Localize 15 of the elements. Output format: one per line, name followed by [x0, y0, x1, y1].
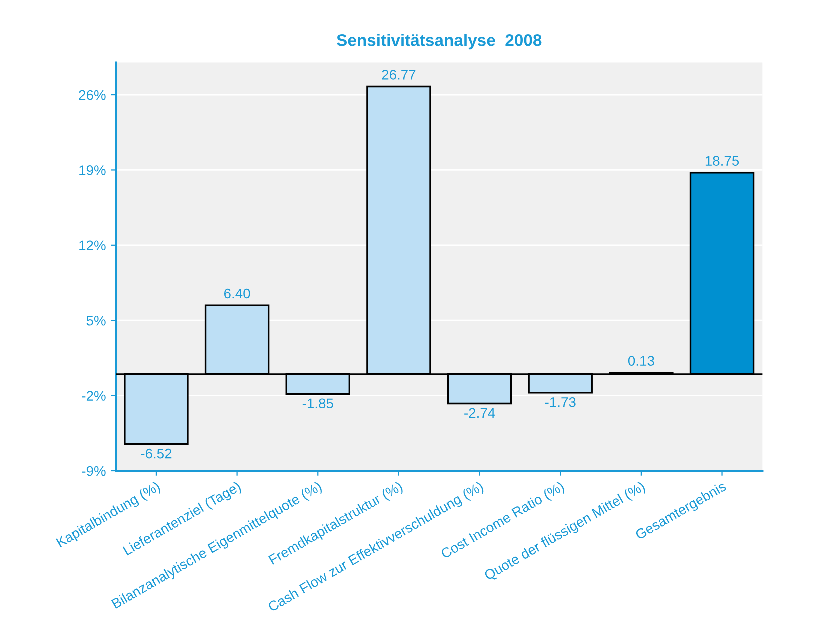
data-label: 26.77 — [382, 70, 416, 80]
data-label: -2.74 — [464, 408, 496, 418]
data-label: 0.13 — [628, 356, 654, 366]
y-tick-label: 5% — [86, 316, 106, 326]
chart-title: Sensitivitätsanalyse 2008 — [337, 34, 542, 50]
data-label: 6.40 — [224, 288, 250, 299]
y-tick-label: 12% — [80, 240, 106, 251]
y-tick-label: -9% — [82, 466, 106, 476]
data-label: -6.52 — [141, 448, 172, 459]
data-label: 18.75 — [706, 156, 740, 166]
y-tick-label: 19% — [80, 166, 106, 176]
y-tick-label: 26% — [79, 90, 106, 100]
data-label: -1.85 — [302, 398, 334, 409]
data-label: -1.73 — [545, 397, 576, 408]
y-tick-label: -2% — [82, 391, 106, 401]
